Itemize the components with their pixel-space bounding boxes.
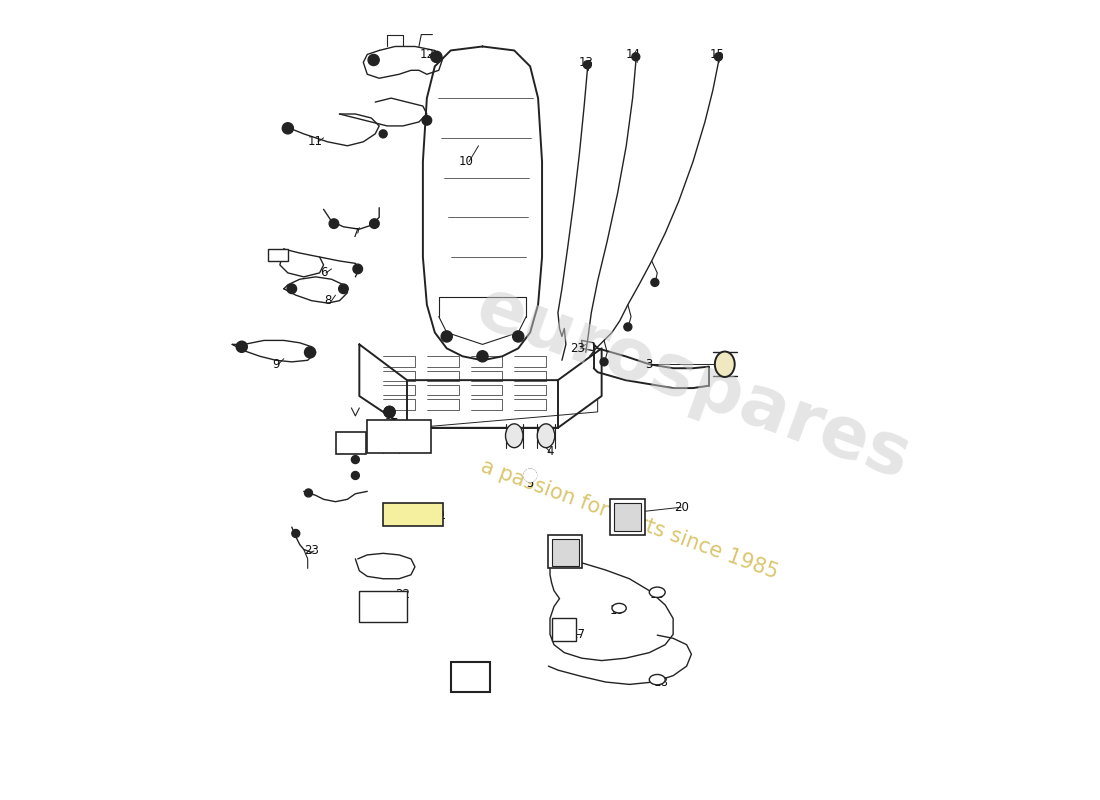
Text: eurospares: eurospares [466, 274, 920, 494]
Bar [360, 590, 407, 622]
Bar [336, 432, 365, 454]
Circle shape [651, 278, 659, 286]
Text: 21: 21 [431, 509, 447, 522]
Ellipse shape [537, 424, 554, 448]
Circle shape [422, 115, 431, 125]
Circle shape [524, 469, 537, 482]
Circle shape [384, 406, 395, 418]
Circle shape [524, 469, 537, 482]
Circle shape [513, 331, 524, 342]
Text: 6: 6 [320, 266, 328, 279]
Bar [549, 535, 582, 569]
Text: 9: 9 [272, 358, 279, 370]
Circle shape [353, 264, 363, 274]
Bar [614, 503, 641, 531]
Bar [551, 539, 579, 566]
Circle shape [292, 530, 300, 538]
Text: SET: SET [459, 674, 482, 684]
Text: 24: 24 [463, 667, 478, 681]
Circle shape [370, 219, 379, 229]
Text: 20: 20 [673, 501, 689, 514]
Text: 18: 18 [650, 588, 664, 601]
Bar [383, 503, 443, 526]
Ellipse shape [649, 674, 666, 685]
Ellipse shape [649, 587, 666, 598]
Text: 17: 17 [570, 628, 585, 641]
Circle shape [601, 358, 608, 366]
Text: 15: 15 [710, 48, 724, 61]
Text: 25: 25 [384, 418, 398, 430]
Text: 4: 4 [547, 445, 553, 458]
Bar [552, 618, 576, 641]
Bar [609, 499, 646, 535]
Text: 12: 12 [419, 48, 435, 61]
Text: 5: 5 [527, 477, 534, 490]
Text: 14: 14 [626, 48, 641, 61]
Circle shape [583, 61, 592, 69]
Circle shape [339, 284, 349, 294]
Text: a passion for parts since 1985: a passion for parts since 1985 [478, 456, 781, 582]
Text: 22: 22 [396, 588, 410, 601]
Circle shape [441, 331, 452, 342]
Text: 1: 1 [336, 437, 343, 450]
Circle shape [715, 53, 723, 61]
Circle shape [368, 54, 379, 66]
Circle shape [329, 219, 339, 229]
Ellipse shape [715, 351, 735, 377]
Circle shape [305, 346, 316, 358]
Text: 23: 23 [305, 545, 319, 558]
Text: 7: 7 [352, 226, 359, 240]
Circle shape [283, 122, 294, 134]
Circle shape [379, 130, 387, 138]
Text: 3: 3 [646, 358, 653, 370]
Text: 18: 18 [653, 675, 669, 689]
Ellipse shape [612, 603, 626, 613]
Text: 11: 11 [308, 135, 323, 148]
Circle shape [351, 456, 360, 463]
Circle shape [351, 471, 360, 479]
Text: 23: 23 [571, 342, 585, 355]
Circle shape [305, 489, 312, 497]
Circle shape [624, 323, 631, 331]
Bar [367, 420, 431, 454]
Bar [451, 662, 491, 692]
Text: 16: 16 [562, 549, 578, 562]
Circle shape [431, 51, 442, 62]
Circle shape [236, 342, 248, 352]
Ellipse shape [506, 424, 522, 448]
Text: 2: 2 [415, 422, 422, 434]
Bar [268, 249, 288, 261]
Circle shape [287, 284, 297, 294]
Text: 19: 19 [610, 604, 625, 617]
Text: 10: 10 [459, 155, 474, 168]
Circle shape [631, 53, 640, 61]
Text: 8: 8 [323, 294, 331, 307]
Circle shape [384, 406, 395, 418]
Circle shape [477, 350, 488, 362]
Text: 13: 13 [579, 56, 593, 69]
